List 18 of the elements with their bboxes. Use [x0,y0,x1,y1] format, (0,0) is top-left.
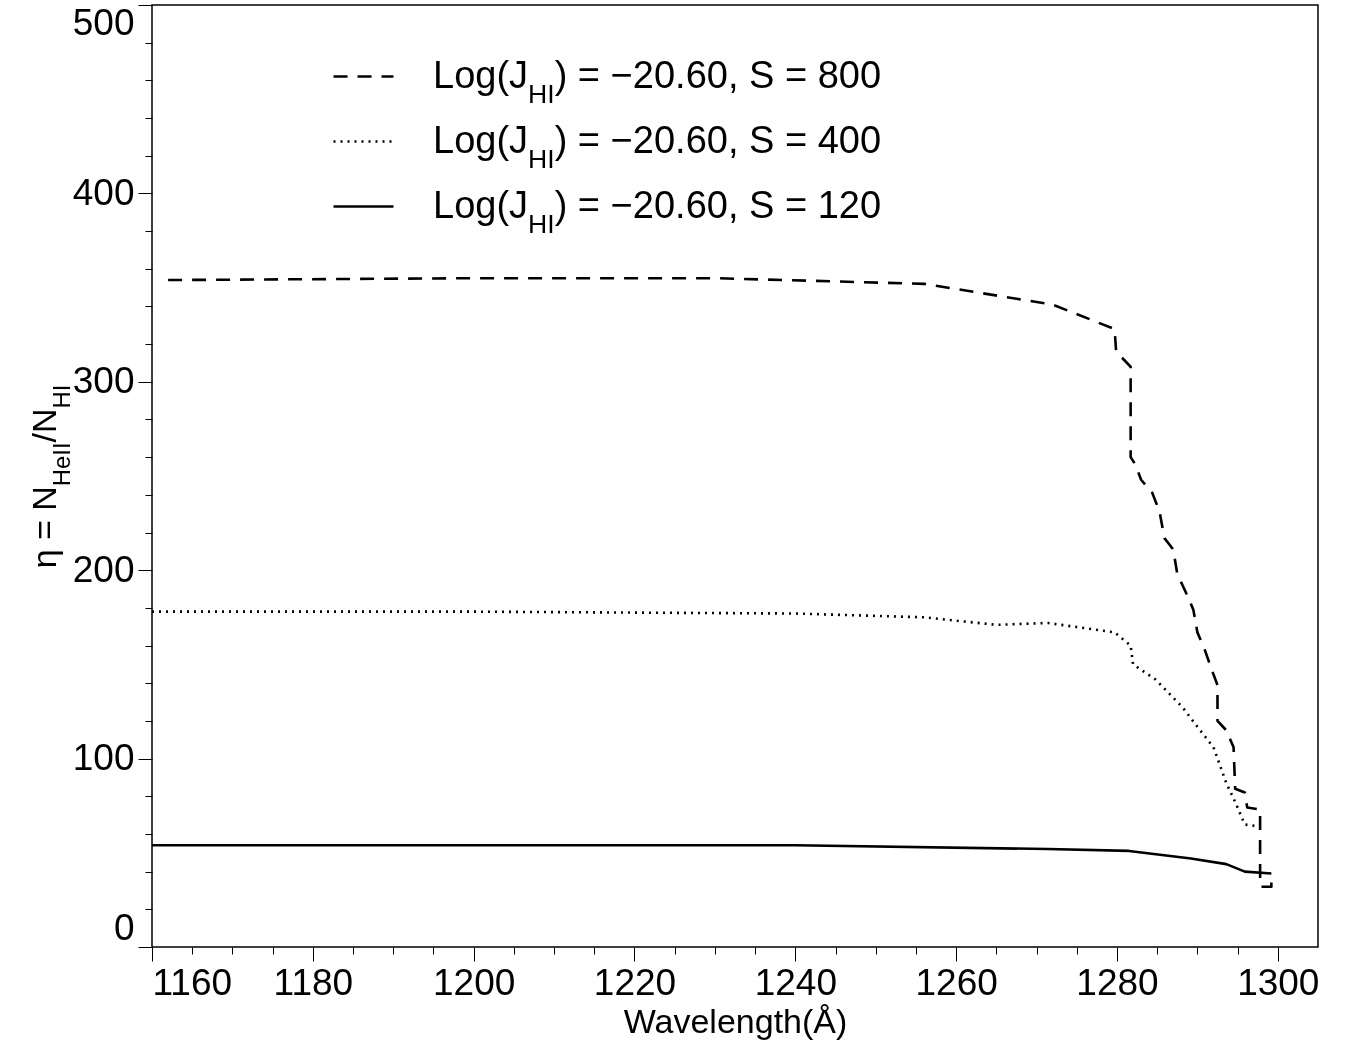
y-tick-label: 0 [113,906,135,948]
legend-label: Log(J$_{HI}$) = −20.60, S = 400 [433,118,882,174]
x-tick-label: 1200 [433,961,516,1003]
y-tick-label: 400 [72,171,135,213]
x-tick-label: 1300 [1237,961,1320,1003]
y-tick-label: 100 [72,737,135,779]
x-tick-label: 1260 [915,961,998,1003]
y-tick-label: 500 [72,1,135,43]
x-tick-label: 1180 [273,961,354,1003]
legend-label: Log(J$_{HI}$) = −20.60, S = 120 [433,183,882,239]
x-tick-label: 1280 [1076,961,1159,1003]
y-tick-label: 300 [72,360,135,402]
x-tick-label: 1240 [754,961,837,1003]
y-tick-label: 200 [72,548,135,590]
legend-label: Log(J$_{HI}$) = −20.60, S = 800 [433,53,882,109]
x-axis-title: Wavelength(Å) [623,1001,848,1040]
x-tick-label: 1160 [152,961,233,1003]
x-tick-label: 1220 [593,961,677,1003]
